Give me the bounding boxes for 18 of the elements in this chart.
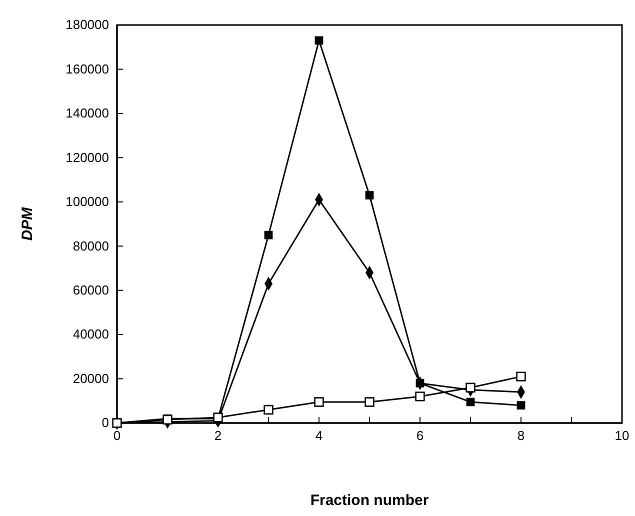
y-tick-label: 20000 [72, 370, 109, 386]
y-tick-label: 120000 [66, 150, 109, 165]
x-tick-label: 4 [315, 428, 323, 444]
y-tick-label: 80000 [72, 238, 109, 254]
y-tick-label: 160000 [66, 61, 109, 76]
x-tick-label: 0 [113, 428, 121, 444]
y-tick-label: 60000 [72, 282, 109, 298]
x-tick-label: 6 [416, 428, 424, 444]
y-tick-label: 100000 [66, 194, 109, 210]
x-tick-label: 10 [614, 428, 630, 444]
y-tick-label: 180000 [66, 17, 109, 32]
y-tick-label: 40000 [72, 326, 109, 342]
x-tick-label: 2 [214, 428, 222, 444]
y-tick-label: 140000 [66, 106, 109, 121]
y-axis-title: DPM [19, 206, 36, 241]
x-tick-label: 8 [517, 428, 525, 444]
y-tick-label: 0 [102, 415, 109, 430]
x-axis-title: Fraction number [310, 492, 429, 509]
